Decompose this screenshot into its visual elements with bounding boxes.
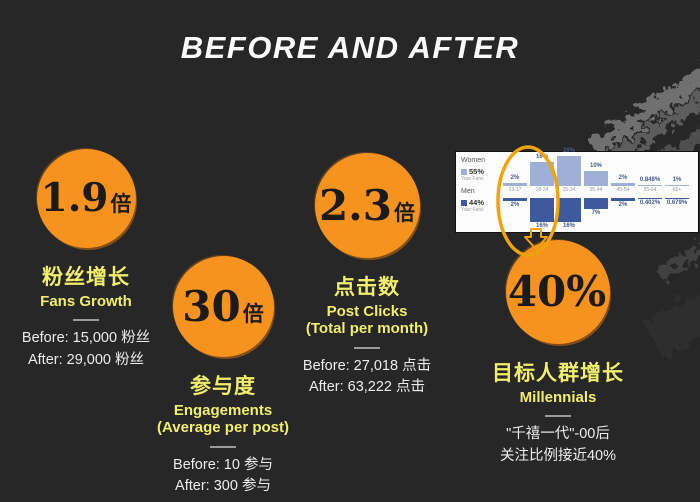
- fb-chart-column: 1% 65+ 0.679%: [664, 154, 690, 230]
- men-bar: [557, 198, 581, 222]
- men-bar: [503, 198, 527, 201]
- stat-after-line: After: 29,000 粉丝: [27, 352, 145, 368]
- stat-value: 30: [182, 281, 241, 331]
- women-bar: [557, 156, 581, 186]
- stat-millennials: 40% 目标人群增长 Millennials "千禧一代"-00后 关注比例接近…: [477, 240, 639, 468]
- stat-unit: 倍: [110, 193, 132, 216]
- women-bar: [503, 183, 527, 186]
- stat-label-en: Engagements: [173, 402, 273, 419]
- stat-after-line: After: 300 参与: [175, 478, 271, 495]
- age-tick-label: 25-34: [562, 187, 576, 193]
- stat-label-en: Post Clicks: [326, 303, 408, 320]
- stat-circle: 1.9 倍: [36, 149, 136, 248]
- legend-women-value: 55%: [461, 167, 501, 176]
- stat-label-en: Fans Growth: [40, 293, 132, 310]
- women-bar-label: 20%: [562, 148, 575, 154]
- stat-label-zh: 粉丝增长: [42, 266, 130, 289]
- women-bar: [638, 184, 662, 186]
- women-bar-label: 1%: [672, 176, 682, 183]
- men-bar-label: 0.679%: [666, 200, 688, 207]
- men-bar-label: 0.402%: [639, 200, 661, 207]
- stat-value: 1.9: [40, 175, 109, 221]
- men-color-swatch: [461, 199, 467, 206]
- stat-circle: 40%: [506, 240, 610, 344]
- stat-engagements: 30 倍 参与度 Engagements (Average per post) …: [145, 256, 301, 498]
- stat-after-line: After: 63,222 点击: [308, 379, 426, 396]
- women-bar: [665, 184, 689, 186]
- women-bar: [611, 183, 635, 186]
- women-bar: [530, 162, 554, 186]
- women-percent: 55%: [469, 167, 485, 176]
- women-bar-label: 16%: [535, 154, 548, 160]
- fb-chart-column: 20% 25-34 16%: [556, 148, 582, 230]
- legend-men-value: 44%: [461, 198, 501, 207]
- grunge-stroke: [588, 53, 700, 156]
- age-tick-label: 35-44: [589, 187, 603, 193]
- stat-post-clicks: 2.3 倍 点击数 Post Clicks (Total per month) …: [287, 153, 447, 399]
- stat-unit: 倍: [242, 302, 264, 326]
- stat-value-group: 2.3 倍: [318, 180, 416, 230]
- stat-label-en: Millennials: [519, 389, 597, 406]
- stat-value: 40%: [507, 267, 607, 316]
- grunge-stroke: [643, 284, 700, 358]
- stat-label-zh: 参与度: [190, 375, 256, 398]
- fb-chart-plot: 2% 13-17 2% 16% 18-24 16% 20% 25-34 16% 10% 35-44 7…: [502, 148, 694, 230]
- stat-circle: 2.3 倍: [314, 153, 420, 258]
- legend-men-sub: Your Fans: [461, 207, 484, 213]
- men-bar-label: 2%: [618, 202, 628, 208]
- divider: [545, 415, 571, 418]
- divider: [210, 445, 236, 448]
- stat-label-zh: 目标人群增长: [492, 362, 624, 385]
- stat-before-line: Before: 15,000 粉丝: [21, 330, 151, 347]
- stat-sublabel: (Total per month): [305, 320, 429, 338]
- legend-men-label: Men: [461, 188, 475, 195]
- men-bar-label: 7%: [591, 209, 601, 216]
- fb-chart-legend: Women 55% Your Fans Men 44% Your Fans: [461, 157, 501, 219]
- men-bar: [638, 198, 662, 200]
- men-bar-label: 16%: [562, 223, 575, 229]
- stat-value: 2.3: [318, 180, 393, 230]
- legend-women-sub: Your Fans: [461, 176, 484, 182]
- women-bar-label: 2%: [510, 175, 520, 181]
- stat-fans-growth: 1.9 倍 粉丝增长 Fans Growth Before: 15,000 粉丝…: [8, 149, 164, 372]
- stat-value-group: 40%: [508, 271, 608, 313]
- stat-before-line: "千禧一代"-00后: [506, 426, 610, 443]
- age-tick-label: 65+: [672, 187, 682, 193]
- stat-before-line: Before: 10 参与: [173, 456, 273, 473]
- stat-value-group: 1.9 倍: [41, 179, 132, 218]
- stat-unit: 倍: [394, 201, 416, 225]
- men-bar: [584, 198, 608, 209]
- stat-value-group: 30 倍: [182, 281, 264, 331]
- men-bar: [530, 198, 554, 222]
- men-bar-label: 2%: [510, 202, 520, 208]
- women-bar-label: 10%: [589, 163, 602, 169]
- men-bar: [611, 198, 635, 201]
- women-color-swatch: [461, 168, 467, 175]
- stat-after-line: 关注比例接近40%: [499, 448, 617, 464]
- stat-sublabel: (Average per post): [157, 419, 289, 437]
- fb-insights-chart: Women 55% Your Fans Men 44% Your Fans 2%…: [456, 148, 698, 232]
- men-percent: 44%: [469, 198, 485, 207]
- legend-women-label: Women: [461, 157, 485, 164]
- stat-circle: 30 倍: [172, 256, 274, 357]
- women-bar: [584, 171, 608, 186]
- divider: [73, 319, 99, 322]
- men-bar: [665, 198, 689, 200]
- page-title: BEFORE AND AFTER: [180, 30, 520, 65]
- stat-before-line: Before: 27,018 点击: [302, 357, 432, 374]
- divider: [354, 346, 380, 349]
- stat-label-zh: 点击数: [334, 276, 400, 299]
